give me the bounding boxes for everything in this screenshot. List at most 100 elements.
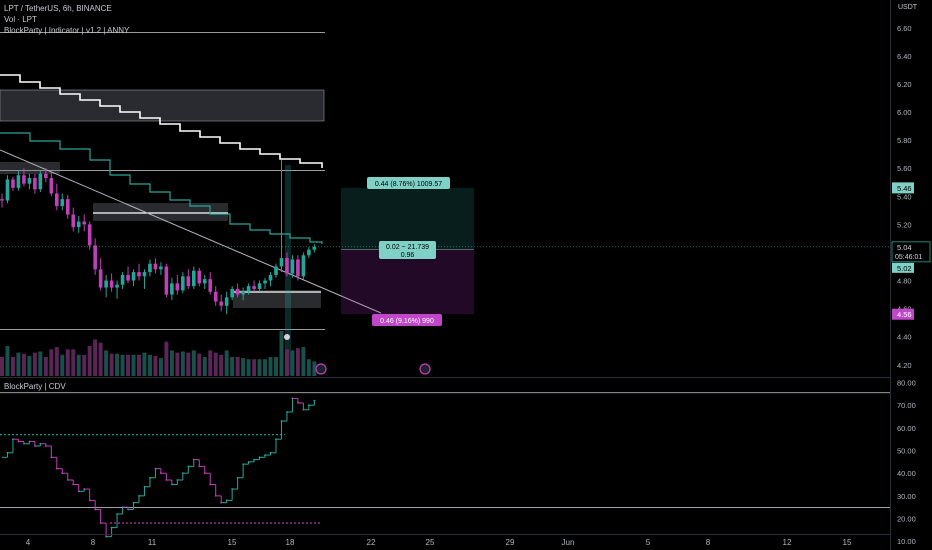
candle (246, 283, 251, 295)
candle-body (263, 280, 267, 284)
price-tick-label: 4.40 (897, 333, 912, 342)
candlestick-series (0, 159, 317, 315)
volume-bar (137, 354, 141, 376)
candle (104, 274, 108, 298)
volume-bar (208, 350, 213, 376)
gray-zone-left (0, 162, 60, 174)
candle (131, 269, 136, 287)
candle (5, 175, 10, 204)
candle (60, 193, 65, 211)
volume-bar (263, 359, 268, 376)
loss-zone (341, 249, 474, 315)
open-price-badge: 5.02 (897, 264, 912, 273)
candle-body (312, 246, 317, 250)
cdv-tick-label: 10.00 (897, 537, 916, 546)
candle-body (33, 178, 37, 190)
candle (192, 266, 196, 289)
candle-body (274, 266, 278, 275)
volume-bar (224, 350, 229, 376)
candle (0, 193, 4, 208)
volume-bar (0, 357, 4, 376)
volume-bar (27, 355, 32, 376)
time-tick-label: 11 (148, 538, 157, 547)
stepped-band-line (0, 132, 323, 244)
candle-body (219, 301, 223, 306)
candle-body (55, 193, 59, 207)
candle-body (87, 224, 92, 246)
ratio-label-top: 0.02 ~ 21.739 (386, 244, 429, 251)
volume-bar (109, 353, 114, 376)
gray-zone-right (233, 290, 321, 308)
candle-body (296, 259, 300, 277)
cdv-point (313, 399, 316, 402)
candle (126, 266, 130, 284)
time-tick-label: 8 (706, 538, 711, 547)
candle (230, 286, 234, 301)
candle-body (5, 179, 10, 201)
cdv-tick-label: 40.00 (897, 469, 916, 478)
candle (241, 287, 245, 301)
volume-bar (191, 350, 196, 376)
volume-bar (60, 354, 65, 376)
candle (65, 194, 70, 219)
candle-body (76, 221, 81, 228)
volume-legend[interactable]: Vol · LPT (4, 15, 37, 24)
candle (55, 183, 59, 211)
indicator-legend[interactable]: BlockParty | Indicator | v1.2 | ANNY (4, 26, 130, 35)
volume-bar (197, 353, 202, 376)
candle (164, 263, 169, 298)
volume-bar (295, 348, 300, 376)
candle-body (159, 266, 163, 270)
stop-price-badge-box (892, 308, 914, 320)
candle (285, 252, 289, 277)
candle (98, 258, 103, 291)
candle (44, 168, 48, 183)
candle (76, 215, 81, 233)
candle (181, 272, 185, 294)
target-price-badge: 5.46 (897, 184, 912, 193)
currency-label: USDT (898, 4, 918, 11)
cdv-legend[interactable]: BlockParty | CDV (4, 382, 66, 391)
volume-bar (82, 354, 87, 376)
candle (307, 246, 311, 259)
time-tick-label: 5 (646, 538, 651, 547)
candle-body (60, 199, 65, 207)
volume-bar (126, 354, 131, 376)
earnings-event-icon (419, 363, 431, 375)
candle-body (164, 266, 169, 295)
symbol-legend[interactable]: LPT / TetherUS, 6h, BINANCE (4, 4, 112, 13)
time-tick-label: 29 (506, 538, 515, 547)
price-tick-label: 5.40 (897, 192, 912, 201)
time-tick-label: 15 (843, 538, 852, 547)
volume-bar (87, 346, 92, 376)
candle (268, 272, 273, 287)
volume-bar (252, 359, 257, 376)
volume-bar (257, 359, 262, 376)
volume-bar (246, 359, 251, 376)
candle (109, 273, 114, 292)
volume-bar (312, 361, 317, 376)
candle-body (0, 199, 4, 201)
volume-bar (219, 354, 224, 376)
time-tick-label: 25 (426, 538, 435, 547)
volume-bar (49, 349, 54, 376)
volume-bar (268, 357, 273, 376)
price-tick-label: 4.20 (897, 361, 912, 370)
volume-bar (279, 331, 284, 376)
time-tick-label: 22 (367, 538, 376, 547)
candle-body (65, 199, 70, 215)
candle-body (82, 221, 86, 225)
countdown-label: 05:46:01 (895, 254, 922, 261)
price-tick-label: 5.20 (897, 220, 912, 229)
candle (27, 173, 32, 190)
candle-body (71, 214, 76, 228)
price-tick-label: 5.60 (897, 164, 912, 173)
candle-body (16, 175, 21, 188)
volume-bar (213, 352, 218, 376)
candle-body (104, 280, 108, 288)
candle-body (49, 178, 54, 194)
candle (186, 269, 191, 289)
